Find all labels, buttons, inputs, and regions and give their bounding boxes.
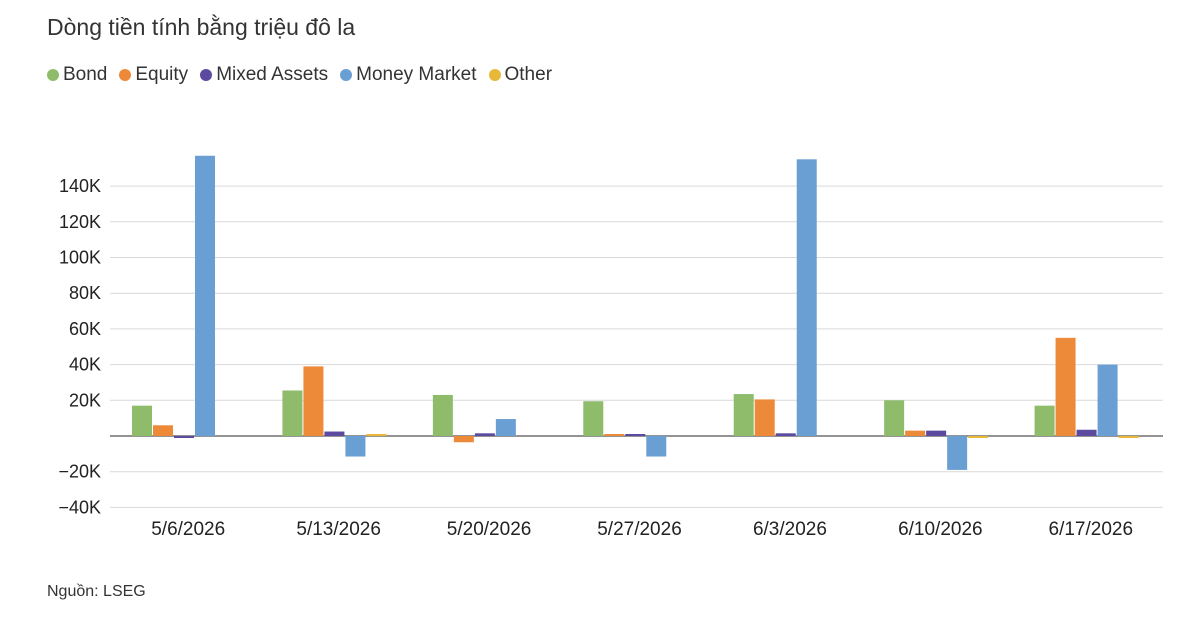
legend-item-equity: Equity: [119, 64, 188, 86]
bar-bond: [132, 405, 152, 436]
bar-money-market: [495, 419, 516, 436]
legend-item-mixed-assets: Mixed Assets: [200, 64, 328, 86]
legend-swatch: [47, 69, 59, 81]
legend-swatch: [200, 69, 213, 81]
bar-equity: [1055, 337, 1076, 436]
bar-money-market: [796, 159, 817, 436]
bar-money-market: [1097, 364, 1118, 436]
bar-bond: [282, 390, 303, 436]
x-tick-label: 6/3/2026: [753, 519, 827, 540]
y-tick-label: 140K: [59, 176, 101, 196]
bar-bond: [884, 400, 905, 436]
chart-legend: Bond Equity Mixed Assets Money Market Other: [47, 64, 552, 86]
legend-label: Bond: [63, 64, 108, 85]
x-tick-label: 6/10/2026: [898, 519, 983, 540]
legend-label: Mixed Assets: [216, 64, 329, 85]
x-tick-label: 5/13/2026: [296, 519, 381, 540]
y-tick-label: −40K: [58, 497, 101, 517]
legend-swatch: [340, 69, 353, 81]
bar-bond: [583, 401, 604, 436]
bar-money-market: [195, 155, 215, 436]
bar-equity: [453, 436, 474, 443]
bar-mixed-assets: [926, 430, 947, 436]
y-tick-label: 80K: [69, 283, 101, 303]
legend-swatch: [119, 69, 132, 81]
bar-equity: [754, 399, 775, 436]
bar-bond: [432, 394, 453, 436]
bar-other: [366, 434, 387, 436]
bar-mixed-assets: [324, 431, 345, 436]
y-tick-label: 20K: [69, 390, 101, 410]
x-tick-label: 5/27/2026: [597, 519, 682, 540]
bar-mixed-assets: [174, 436, 194, 438]
bar-money-market: [646, 436, 667, 457]
source-note: Nguồn: LSEG: [47, 583, 146, 600]
legend-label: Money Market: [356, 64, 477, 85]
x-tick-label: 5/6/2026: [151, 519, 225, 540]
bar-bond: [733, 394, 754, 436]
y-tick-label: −20K: [58, 462, 101, 482]
bar-equity: [153, 425, 173, 436]
legend-label: Equity: [135, 64, 189, 85]
bar-equity: [303, 366, 324, 436]
legend-item-other: Other: [488, 64, 553, 86]
bar-mixed-assets: [474, 433, 495, 436]
y-tick-label: 40K: [69, 355, 101, 375]
legend-label: Other: [504, 64, 553, 85]
x-tick-label: 5/20/2026: [447, 519, 532, 540]
bar-bond: [1034, 405, 1055, 436]
y-tick-label: 100K: [59, 248, 101, 268]
x-tick-label: 6/17/2026: [1049, 519, 1134, 540]
bar-equity: [905, 430, 926, 436]
bar-other: [1118, 436, 1139, 438]
bar-money-market: [345, 436, 366, 457]
bar-money-market: [947, 436, 968, 470]
y-tick-label: 120K: [59, 212, 101, 232]
bar-other: [968, 436, 989, 438]
y-tick-label: 60K: [69, 319, 101, 339]
chart-title: Dòng tiền tính bằng triệu đô la: [47, 14, 356, 40]
legend-item-money-market: Money Market: [340, 64, 477, 86]
bar-mixed-assets: [625, 434, 646, 436]
bar-mixed-assets: [1076, 429, 1097, 436]
legend-item-bond: Bond: [47, 64, 107, 86]
bar-mixed-assets: [775, 433, 796, 436]
bar-equity: [604, 434, 625, 436]
legend-swatch: [488, 69, 501, 81]
